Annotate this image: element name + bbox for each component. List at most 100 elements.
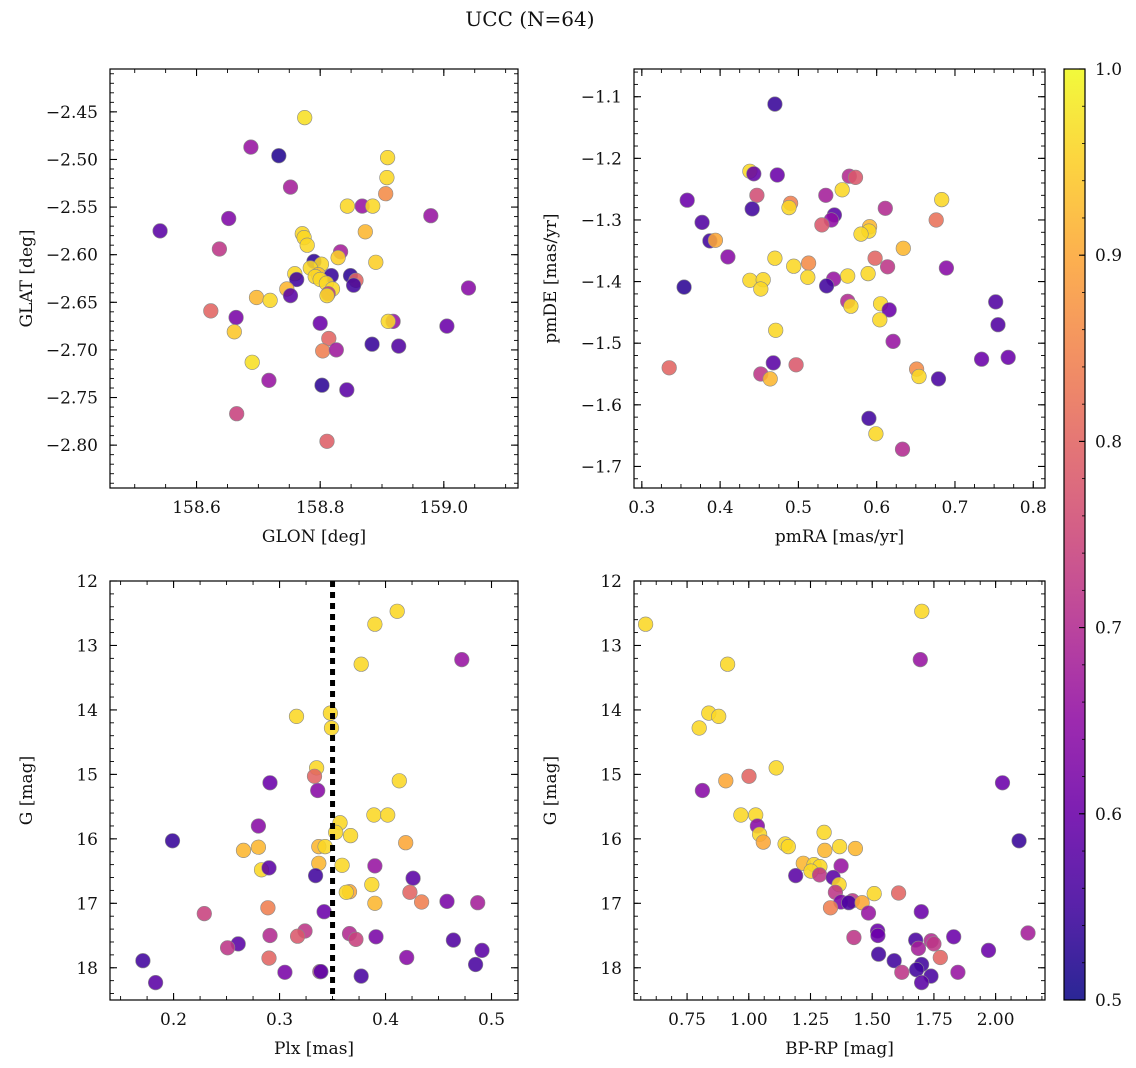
data-point	[866, 885, 882, 902]
data-point	[368, 929, 384, 945]
y-tick-label: 16	[76, 830, 98, 850]
data-point	[886, 953, 902, 969]
data-point	[741, 768, 757, 784]
data-point	[841, 895, 857, 911]
y-tick-label: 15	[76, 765, 98, 785]
data-point	[868, 426, 884, 442]
data-point	[768, 760, 784, 776]
data-point	[313, 963, 329, 980]
data-point	[861, 410, 877, 427]
x-tick-label: 158.8	[296, 498, 345, 518]
data-point	[250, 818, 266, 834]
data-point	[423, 208, 439, 224]
data-point	[367, 895, 383, 911]
data-point	[912, 651, 928, 668]
data-point	[877, 200, 893, 216]
data-point	[261, 950, 277, 966]
y-tick-label: −2.45	[46, 103, 98, 123]
data-point	[661, 360, 677, 376]
y-tick-label: 13	[600, 636, 622, 656]
data-point	[468, 956, 484, 973]
data-point	[330, 250, 346, 266]
data-point	[746, 166, 762, 182]
data-point	[853, 226, 869, 242]
data-point	[315, 343, 331, 359]
data-point	[914, 603, 930, 619]
data-point	[380, 150, 396, 166]
data-point	[152, 223, 168, 239]
data-point	[338, 884, 354, 900]
data-point	[271, 148, 287, 164]
data-point	[343, 827, 359, 844]
data-point	[148, 974, 164, 991]
data-point	[339, 382, 355, 398]
data-point	[250, 839, 266, 855]
data-point	[235, 842, 252, 859]
data-point	[297, 109, 313, 126]
y-tick-label: −1.1	[581, 88, 622, 108]
data-point	[870, 946, 887, 962]
y-tick-label: −2.55	[46, 198, 98, 218]
data-point	[1020, 925, 1036, 941]
x-tick-label: 159.0	[419, 498, 468, 518]
x-tick-label: 0.5	[785, 498, 812, 518]
data-point	[988, 294, 1004, 310]
data-point	[282, 288, 299, 304]
data-point	[1011, 833, 1027, 849]
axes-frame	[109, 68, 519, 489]
data-point	[1000, 349, 1016, 366]
x-axis-label: GLON [deg]	[262, 527, 366, 547]
data-point	[847, 840, 864, 857]
data-point	[786, 258, 802, 274]
data-point	[707, 232, 724, 248]
data-point	[840, 268, 856, 284]
data-point	[364, 336, 380, 352]
points	[135, 603, 490, 991]
y-tick-label: 17	[600, 894, 622, 914]
data-point	[733, 807, 749, 823]
data-point	[398, 835, 414, 851]
y-tick-label: −2.65	[46, 293, 98, 313]
data-point	[817, 842, 833, 859]
data-point	[288, 708, 305, 725]
y-tick-label: −1.6	[581, 396, 622, 416]
y-tick-label: −2.70	[46, 341, 98, 361]
x-tick-label: 0.8	[1020, 498, 1047, 518]
data-point	[679, 192, 695, 208]
data-point	[367, 858, 383, 874]
x-tick-label: 2.00	[977, 1010, 1015, 1030]
points	[661, 96, 1016, 457]
data-point	[460, 280, 477, 296]
data-point	[890, 885, 907, 901]
data-point	[306, 768, 323, 784]
data-point	[368, 254, 384, 270]
data-point	[312, 315, 328, 331]
data-point	[439, 893, 455, 910]
data-point	[289, 271, 305, 288]
data-point	[720, 249, 736, 265]
panel-1: 158.6 158.8 159.0 −2.80 −2.75 −2.70 −2.65 −2.60…	[17, 68, 519, 547]
data-point	[908, 962, 925, 978]
colorbar: 0.5 0.6 0.7 0.8 0.9 1.0	[1063, 60, 1122, 1011]
data-point	[164, 833, 181, 849]
x-tick-label: 0.4	[372, 1010, 399, 1030]
data-point	[718, 773, 734, 789]
data-point	[872, 312, 888, 328]
data-point	[818, 187, 834, 203]
data-point	[226, 324, 242, 340]
colorbar-tick-label: 0.6	[1095, 805, 1122, 825]
data-point	[282, 179, 299, 195]
y-tick-label: −2.60	[46, 246, 98, 266]
x-tick-label: 0.5	[478, 1010, 505, 1030]
data-point	[308, 867, 324, 884]
y-tick-label: −1.2	[581, 149, 622, 169]
data-point	[885, 333, 901, 350]
data-point	[800, 255, 817, 271]
panel-3: 0.2 0.3 0.4 0.5 12 13 14 15 16 17 18 Plx [mas] G [ma…	[17, 572, 519, 1059]
data-point	[755, 834, 771, 850]
y-tick-label: −1.5	[581, 334, 622, 354]
scatter-panels: 158.6 158.8 159.0 −2.80 −2.75 −2.70 −2.65 −2.60…	[17, 68, 1047, 1059]
y-tick-label: 13	[76, 636, 98, 656]
x-tick-label: 0.3	[628, 498, 655, 518]
data-point	[846, 929, 862, 946]
